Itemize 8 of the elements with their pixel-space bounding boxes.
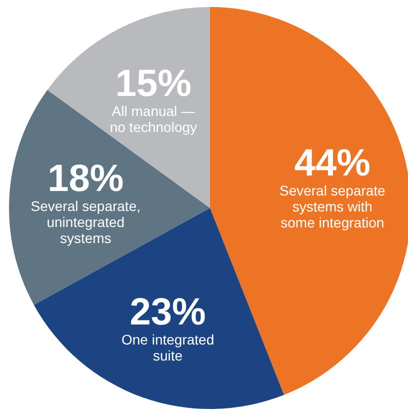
data-label: 44% [294,142,370,185]
data-label: 15% [115,62,192,105]
slice-label: One integrated suite [121,331,214,364]
data-label: 23% [130,291,206,334]
slice-label: All manual — no technology [110,102,198,135]
data-label: 18% [48,158,124,200]
slice-label: Several separate, unintegrated systems [30,198,140,246]
slice-label: Several separate systems with some integration [279,182,386,231]
